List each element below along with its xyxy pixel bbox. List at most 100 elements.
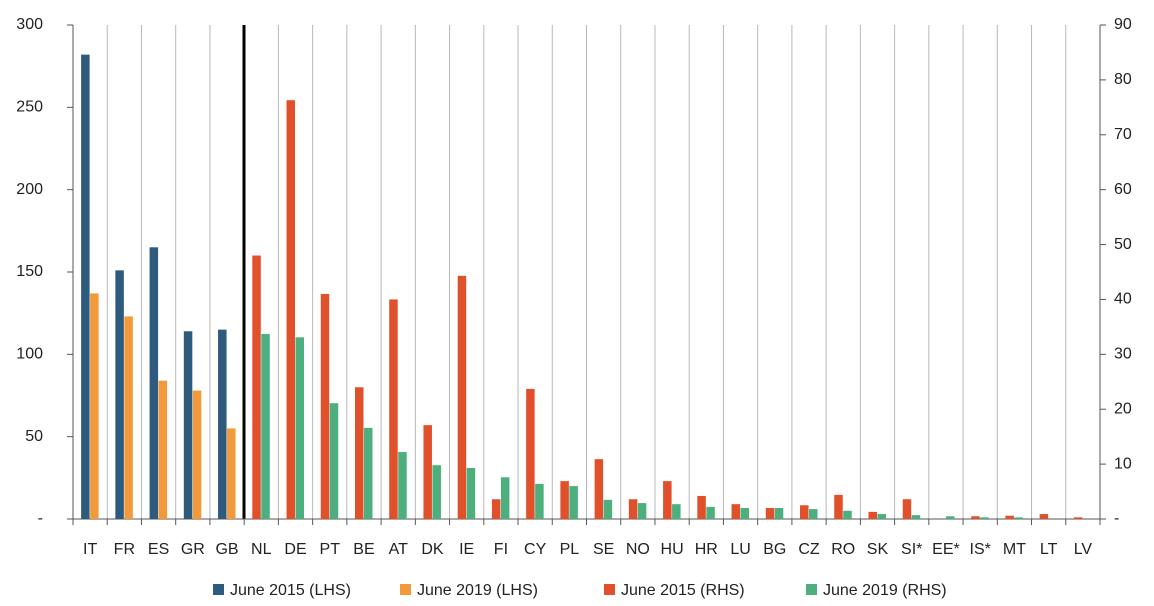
y2-tick-label: 40 xyxy=(1114,291,1132,308)
bar xyxy=(672,504,681,519)
bar xyxy=(911,515,921,519)
bar xyxy=(980,517,989,519)
bar xyxy=(774,508,784,519)
x-tick-label: LV xyxy=(1074,541,1093,558)
x-tick-label: BG xyxy=(763,541,786,558)
y2-tick-label: 80 xyxy=(1114,71,1132,88)
bar xyxy=(389,299,398,519)
x-tick-label: EE* xyxy=(932,541,960,558)
bar xyxy=(1005,515,1014,519)
x-tick-label: IT xyxy=(83,541,97,558)
bar xyxy=(628,499,638,519)
bar xyxy=(877,514,886,519)
bar xyxy=(432,465,441,519)
bar xyxy=(295,337,305,519)
y2-tick-label: 90 xyxy=(1114,16,1132,33)
bar xyxy=(834,494,843,519)
x-tick-label: PT xyxy=(320,541,341,558)
bar xyxy=(1073,517,1083,519)
bar xyxy=(706,506,715,519)
bar xyxy=(843,510,852,519)
legend-label: June 2019 (LHS) xyxy=(417,582,538,599)
bar xyxy=(637,503,647,519)
bar xyxy=(809,509,818,519)
x-tick-label: IE xyxy=(459,541,474,558)
y-tick-label: 100 xyxy=(16,346,43,363)
x-tick-label: PL xyxy=(560,541,580,558)
bar xyxy=(423,425,432,519)
bar xyxy=(560,481,569,519)
x-tick-label: LU xyxy=(730,541,750,558)
bar xyxy=(740,508,750,519)
bar xyxy=(354,387,364,519)
bar xyxy=(252,255,261,520)
x-tick-label: CY xyxy=(524,541,547,558)
bar xyxy=(731,504,741,519)
x-tick-label: CZ xyxy=(798,541,820,558)
x-tick-label: SE xyxy=(593,541,614,558)
bar xyxy=(945,516,955,519)
bar xyxy=(192,390,202,519)
y2-tick-label: 70 xyxy=(1114,126,1132,143)
bar xyxy=(124,316,133,519)
x-tick-label: BE xyxy=(353,541,374,558)
legend-label: June 2015 (RHS) xyxy=(621,582,745,599)
bar xyxy=(697,495,706,519)
x-tick-label: GB xyxy=(215,541,238,558)
bar xyxy=(158,380,168,519)
x-tick-label: SI* xyxy=(901,541,922,558)
x-tick-label: HU xyxy=(661,541,684,558)
bar xyxy=(149,247,159,520)
x-tick-label: DK xyxy=(421,541,444,558)
y2-tick-label: 60 xyxy=(1114,181,1132,198)
y2-tick-label: - xyxy=(1114,510,1119,527)
x-tick-label: ES xyxy=(148,541,169,558)
x-tick-label: LT xyxy=(1040,541,1058,558)
bar xyxy=(81,54,90,519)
x-tick-label: MT xyxy=(1003,541,1026,558)
bar xyxy=(535,483,544,519)
bar xyxy=(526,388,535,519)
y2-tick-label: 10 xyxy=(1114,455,1132,472)
x-tick-label: FI xyxy=(494,541,508,558)
legend-swatch xyxy=(806,584,817,595)
x-tick-label: SK xyxy=(867,541,889,558)
plot: - 50 100 150 200 250 300 - 10 20 30 40 50 60 70 80 90 IT F… xyxy=(16,16,1132,599)
y-tick-label: 300 xyxy=(16,16,43,33)
x-tick-label: RO xyxy=(831,541,855,558)
bar xyxy=(663,481,672,519)
legend-label: June 2019 (RHS) xyxy=(823,582,947,599)
bar xyxy=(227,428,236,519)
bar xyxy=(971,516,980,519)
legend-swatch xyxy=(604,584,615,595)
bar xyxy=(183,331,193,519)
bar xyxy=(1014,517,1023,519)
x-tick-label: DE xyxy=(284,541,306,558)
bar xyxy=(286,100,296,519)
y-tick-label: 250 xyxy=(16,99,43,116)
bar xyxy=(569,486,578,519)
y-tick-label: 200 xyxy=(16,181,43,198)
bar xyxy=(115,270,124,519)
x-tick-label: NL xyxy=(251,541,272,558)
bar xyxy=(902,499,912,519)
bar xyxy=(457,275,467,519)
x-tick-label: AT xyxy=(389,541,408,558)
x-tick-label: IS* xyxy=(970,541,991,558)
y2-tick-label: 20 xyxy=(1114,400,1132,417)
bar xyxy=(765,508,775,519)
bar xyxy=(500,477,510,519)
bar xyxy=(320,293,330,519)
bar xyxy=(218,329,227,519)
x-tick-label: NO xyxy=(626,541,650,558)
legend-swatch xyxy=(400,584,411,595)
y2-tick-label: 30 xyxy=(1114,346,1132,363)
bar xyxy=(261,334,270,519)
bar xyxy=(603,499,613,519)
bar xyxy=(398,452,407,519)
y2-tick-label: 50 xyxy=(1114,236,1132,253)
y-tick-label: 50 xyxy=(25,428,43,445)
x-tick-label: GR xyxy=(181,541,205,558)
bar xyxy=(594,459,604,519)
